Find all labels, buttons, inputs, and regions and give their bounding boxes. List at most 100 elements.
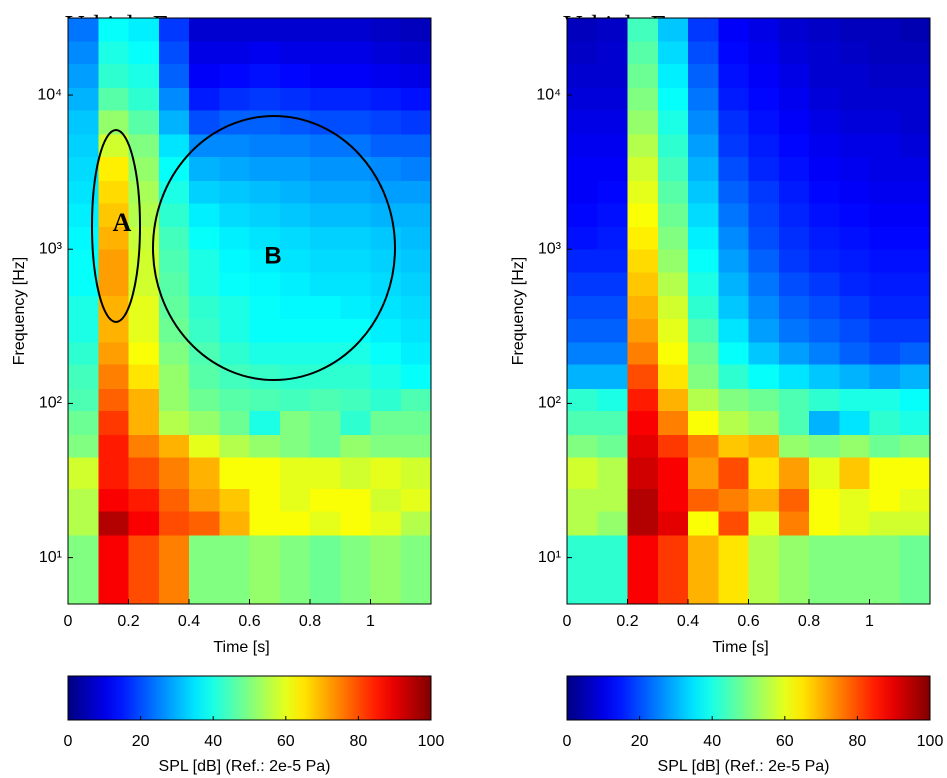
heatmap-cell (98, 226, 129, 250)
heatmap-cell (219, 87, 250, 111)
heatmap-cell (219, 41, 250, 65)
heatmap-cell (310, 511, 341, 536)
heatmap-cell (158, 202, 190, 228)
heatmap-cell (778, 488, 810, 512)
heatmap-cell (688, 388, 719, 411)
heatmap-cell (869, 109, 901, 135)
heatmap-cell (98, 434, 129, 458)
heatmap-cell (778, 364, 810, 389)
heatmap-cell (657, 180, 689, 204)
heatmap-cell (219, 133, 250, 157)
heatmap-cell (158, 434, 190, 458)
heatmap-cell (370, 535, 402, 605)
heatmap-cell (778, 18, 810, 42)
heatmap-cell (340, 410, 371, 435)
heatmap-cell (627, 41, 659, 65)
heatmap-cell (597, 180, 628, 204)
heatmap-cell (310, 410, 341, 435)
heatmap-cell (778, 156, 810, 181)
heatmap-cell (597, 18, 628, 42)
heatmap-cell (839, 535, 870, 605)
heatmap-cell (718, 342, 749, 365)
heatmap-cell (688, 434, 719, 458)
heatmap-cell (158, 63, 190, 88)
x-tick-label: 0.2 (616, 613, 638, 630)
heatmap-cell (340, 180, 371, 204)
heatmap-cell (279, 63, 311, 88)
heatmap-cell (839, 456, 870, 490)
heatmap-cell (400, 434, 432, 458)
heatmap-cell (688, 511, 719, 536)
heatmap-cell (778, 434, 810, 458)
heatmap-cell (279, 202, 311, 228)
heatmap-cell (279, 388, 311, 411)
heatmap-cell (310, 226, 341, 250)
heatmap-cell (370, 18, 402, 42)
heatmap-cell (809, 318, 840, 343)
heatmap-cell (657, 18, 689, 42)
heatmap-cell (597, 109, 628, 135)
heatmap-cell (249, 318, 281, 343)
heatmap-cell (839, 63, 870, 88)
heatmap-cell (778, 249, 810, 273)
heatmap-cell (627, 87, 659, 111)
heatmap-cell (718, 488, 749, 512)
heatmap-cell (869, 87, 901, 111)
y-tick-label: 10¹ (538, 549, 561, 566)
heatmap-cell (748, 109, 780, 135)
heatmap-cell (189, 488, 220, 512)
heatmap-cell (128, 342, 160, 365)
heatmap-cell (809, 535, 840, 605)
heatmap-cell (597, 511, 628, 536)
heatmap-cell (657, 456, 689, 490)
heatmap-cell (279, 272, 311, 297)
heatmap-cell (567, 249, 598, 273)
heatmap-cell (279, 156, 311, 181)
heatmap-cell (400, 109, 432, 135)
heatmap-cell (189, 410, 220, 435)
x-tick-label: 0.4 (178, 613, 200, 630)
heatmap-cell (597, 156, 628, 181)
heatmap-cell (219, 180, 250, 204)
heatmap-cell (567, 410, 598, 435)
heatmap-cell (128, 410, 160, 435)
heatmap-cell (68, 180, 99, 204)
heatmap-cell (899, 388, 931, 411)
heatmap-cell (869, 511, 901, 536)
heatmap-cell (748, 535, 780, 605)
y-axis-label: Frequency [Hz] (510, 257, 527, 365)
heatmap-cell (249, 202, 281, 228)
heatmap-cell (809, 434, 840, 458)
heatmap-cell (809, 272, 840, 297)
heatmap-cell (657, 272, 689, 297)
heatmap-cell (189, 202, 220, 228)
heatmap-cell (567, 87, 598, 111)
heatmap-cell (158, 249, 190, 273)
heatmap-cell (128, 364, 160, 389)
heatmap-cell (68, 535, 99, 605)
heatmap-cell (839, 388, 870, 411)
heatmap-cell (370, 202, 402, 228)
colorbar-label: SPL [dB] (Ref.: 2e-5 Pa) (658, 758, 830, 775)
heatmap-cell (340, 87, 371, 111)
heatmap-cell (189, 41, 220, 65)
heatmap-cell (279, 410, 311, 435)
y-tick-label: 10³ (39, 240, 63, 257)
heatmap-cell (627, 63, 659, 88)
heatmap-cell (597, 249, 628, 273)
heatmap-cell (68, 488, 99, 512)
heatmap-cell (189, 63, 220, 88)
heatmap-cell (627, 318, 659, 343)
heatmap-cell (899, 434, 931, 458)
heatmap-cell (158, 318, 190, 343)
heatmap-cell (310, 535, 341, 605)
heatmap-cell (189, 249, 220, 273)
heatmap-cell (567, 63, 598, 88)
heatmap-cell (657, 202, 689, 228)
heatmap-cell (370, 410, 402, 435)
heatmap-cell (310, 87, 341, 111)
heatmap-cell (809, 410, 840, 435)
heatmap-cell (839, 488, 870, 512)
heatmap-cell (718, 272, 749, 297)
heatmap-cell (778, 41, 810, 65)
